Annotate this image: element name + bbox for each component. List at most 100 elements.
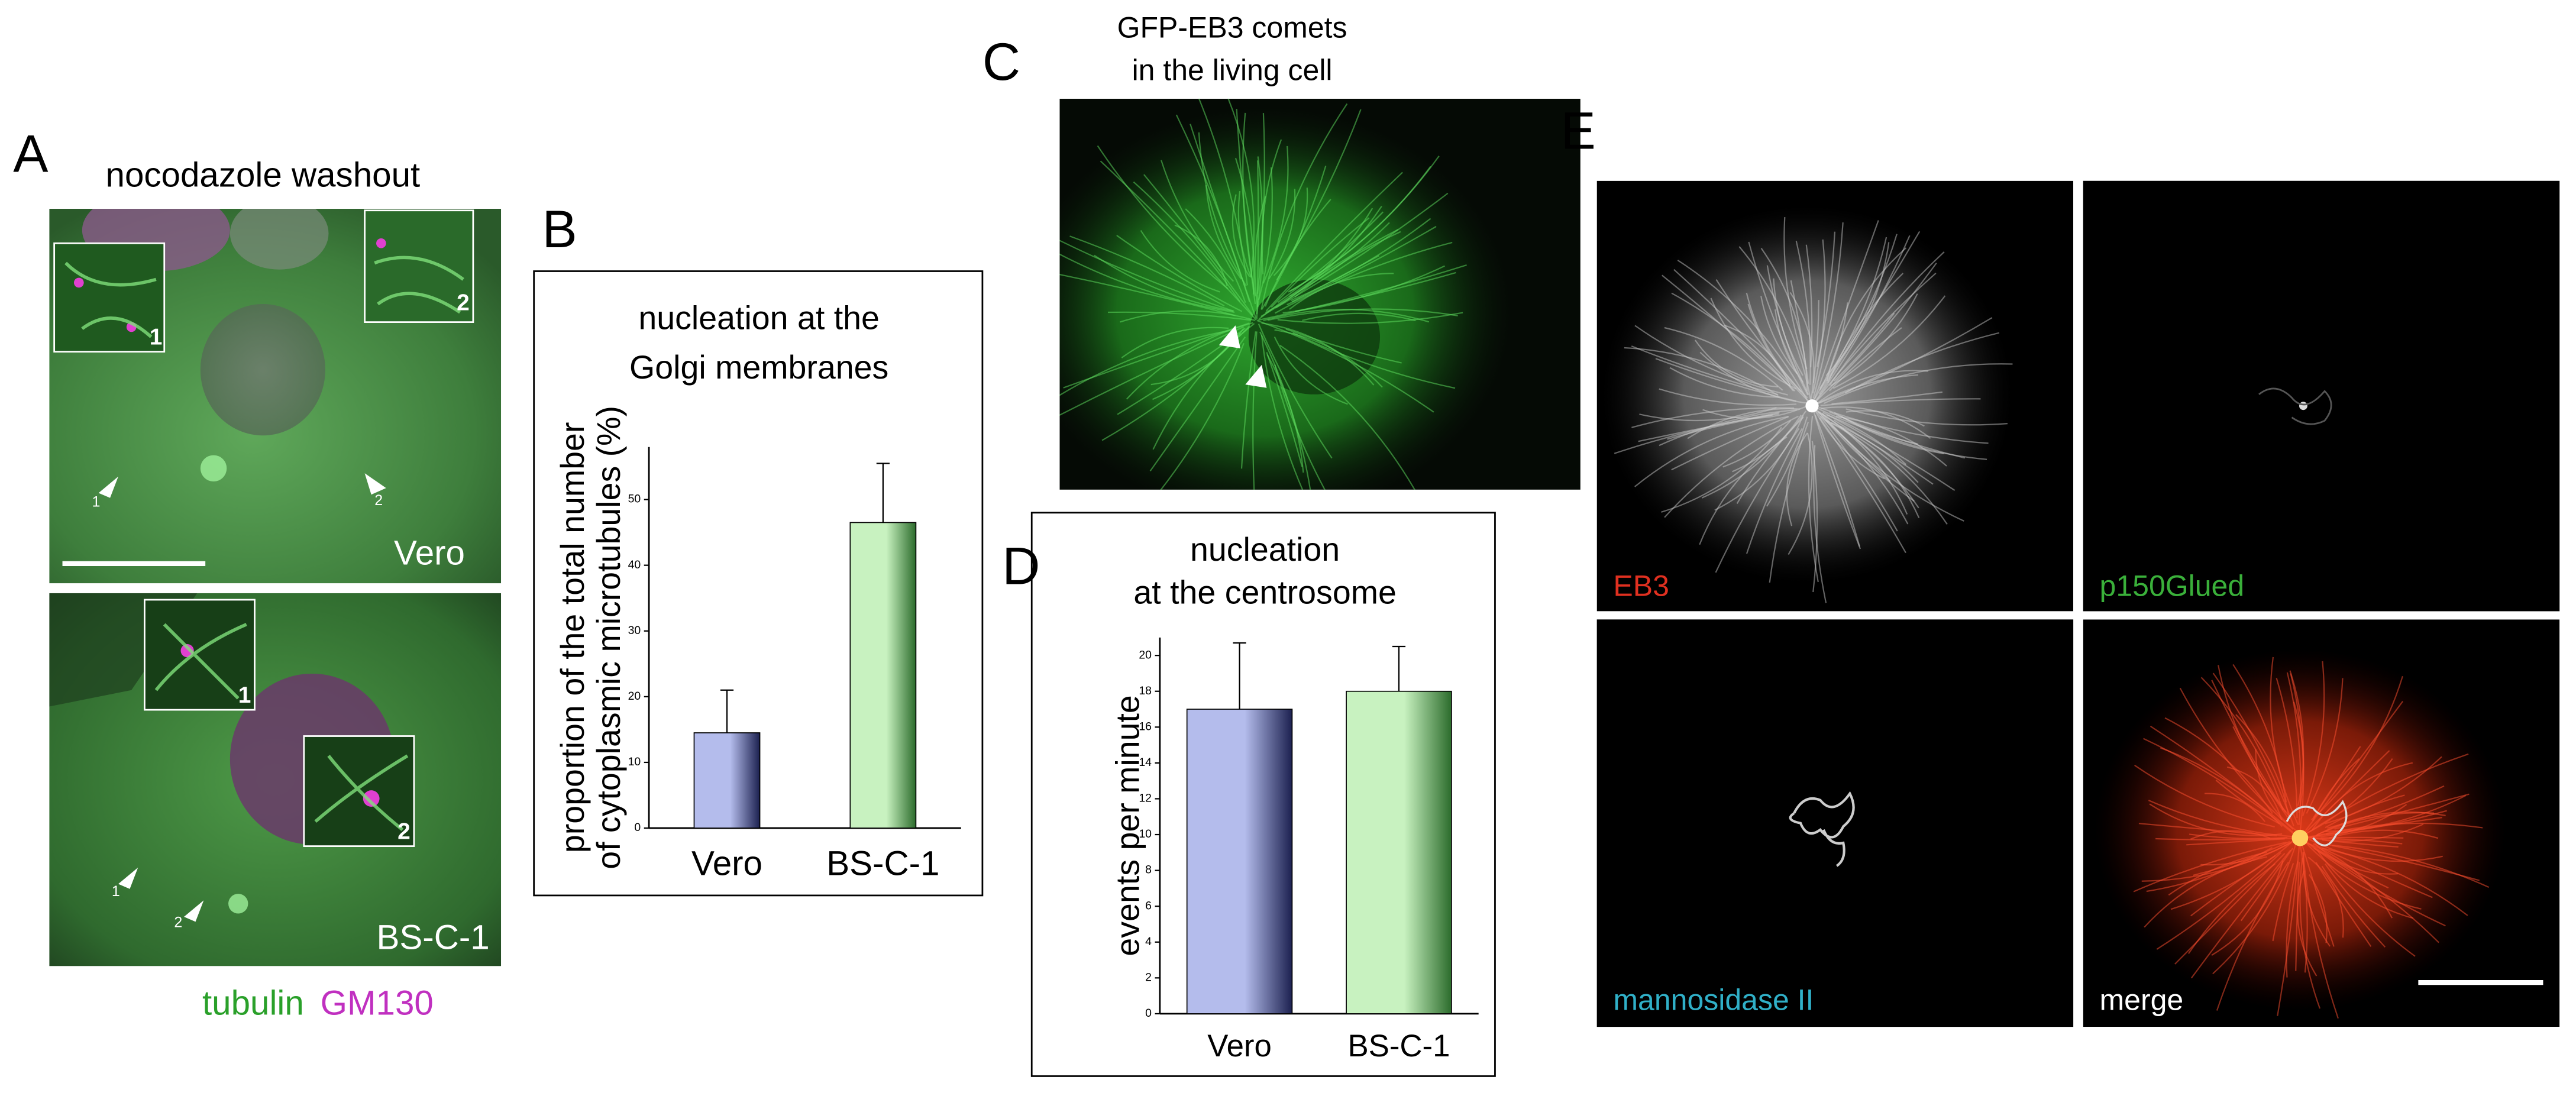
panel-b-frame [533,270,984,897]
panel-title: in the living cell [1132,54,1333,87]
filament [2325,756,2442,825]
filament [1120,310,1256,323]
image-label: BS-C-1 [377,918,490,956]
filament [1258,167,1273,300]
filament [1121,326,1229,358]
filament [1671,292,1795,392]
filament [1638,412,1780,442]
filament [2174,852,2286,965]
filament [1292,332,1456,389]
inset-label: 2 [397,819,411,845]
x-tick-label: BS-C-1 [826,844,939,882]
filament [2321,865,2386,948]
filament [2160,747,2283,827]
filament [1624,347,1779,396]
filament [1722,420,1792,468]
bar [693,732,761,829]
panel-label: A [13,124,49,183]
filament [2300,753,2469,839]
filament [1818,231,1921,395]
filament [1831,391,1942,405]
filament [2215,780,2280,825]
filament [1631,345,1778,396]
filament [1275,192,1449,309]
filament [2133,842,2287,893]
filament [1818,406,1989,444]
filament [1266,352,1303,467]
filament [1677,260,1809,402]
filament [1290,218,1431,302]
filament [1634,416,1789,487]
micrograph-p150 [2083,180,2560,612]
filament [1265,172,1403,312]
panel-label: B [542,200,577,258]
filament [2211,860,2284,956]
inset-label: 1 [150,325,163,350]
filament [1845,408,2008,426]
filament [1277,211,1384,303]
filament [1694,340,1779,387]
bar [1346,690,1452,1014]
bar [1186,709,1293,1014]
panel-label: D [1002,536,1040,595]
filament [1828,327,1902,392]
filament [2314,842,2399,875]
filament [1813,407,1885,480]
filament [1276,109,1362,280]
filament [1687,408,1801,439]
filament [1659,388,1797,406]
filament [2303,839,2422,910]
filament [2200,677,2284,811]
filament [1258,324,1333,459]
filament [1811,441,1818,593]
filament [2286,861,2299,978]
filament [1639,407,1777,422]
chart-title: nucleation at the [638,299,880,336]
filament [2299,839,2335,947]
filament [1059,274,1236,316]
filament [2293,701,2304,813]
micrograph-eb3 [1596,180,2074,612]
filament [2200,838,2297,866]
filament [1769,422,1809,583]
y-tick-label: 16 [1139,720,1152,733]
filament [1827,273,1904,383]
filament [2164,717,2273,814]
filament [1198,98,1248,286]
filament [1832,295,1946,389]
filament [1288,156,1440,293]
filament [2308,838,2443,862]
filament [1812,406,1861,549]
filament [1812,407,1898,532]
y-tick-label: 14 [1139,756,1152,769]
filament [1820,398,1981,406]
filament [1256,160,1259,319]
y-tick-label: 30 [628,624,641,637]
y-axis-label: proportion of the total number [554,422,591,853]
legend-label: GM130 [321,984,434,1022]
filament [1185,208,1246,303]
filament [1783,216,1808,370]
filament [2325,843,2490,888]
filament [1766,416,1808,507]
y-tick-label: 8 [1145,864,1152,877]
filament [1840,425,1919,483]
filament [1736,416,1804,505]
filament [1738,246,1812,405]
filament [1760,296,1798,374]
filament [1814,408,1891,482]
y-tick-label: 20 [1139,648,1152,661]
filament [2170,842,2292,910]
filament [1287,225,1437,306]
filament [1664,326,1783,391]
filament [1069,235,1225,307]
filament [2155,837,2299,840]
filament [1818,411,1919,509]
filament [1819,417,1906,554]
micrograph-mannosidase [1596,619,2074,1027]
filament [1724,324,1791,386]
x-tick-label: BS-C-1 [1347,1029,1450,1063]
filament [2306,678,2344,814]
filament [2313,746,2361,818]
chart-title: Golgi membranes [629,349,888,386]
